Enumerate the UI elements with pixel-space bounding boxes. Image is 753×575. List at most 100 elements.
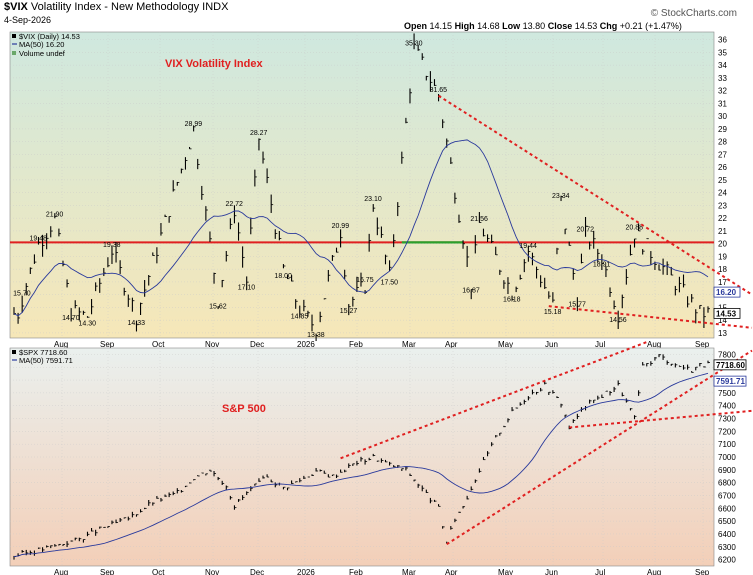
- vix-peak-label: 28.99: [185, 121, 203, 128]
- spx-x-tick-label: Nov: [205, 568, 219, 575]
- vix-y-tick-label: 13: [718, 329, 727, 338]
- high-value: 14.68: [477, 21, 500, 31]
- exchange: INDX: [202, 1, 229, 13]
- spx-x-tick-label: May: [498, 568, 513, 575]
- vix-legend-ma: MA(50) 16.20: [19, 40, 64, 49]
- vix-y-tick-label: 19: [718, 252, 727, 261]
- spx-price-box-label: 7591.71: [716, 377, 745, 386]
- vix-y-tick-label: 21: [718, 227, 727, 236]
- chart-date: 4-Sep-2026: [4, 15, 52, 25]
- vix-legend-volume: Volume undef: [19, 49, 66, 58]
- spx-legend-ma: MA(50) 7591.71: [19, 356, 73, 365]
- vix-peak-label: 35.30: [405, 41, 423, 48]
- spx-trendlines: [340, 340, 753, 546]
- vix-y-tick-label: 33: [718, 74, 727, 83]
- spx-x-axis: Aug Sep Oct Nov Dec 2026 Feb Mar Apr May Jun Jul Aug…: [54, 568, 710, 575]
- vix-peak-label: 13.38: [307, 332, 325, 339]
- vix-peak-label: 18.00: [274, 273, 292, 280]
- spx-x-tick-label: Dec: [250, 568, 264, 575]
- spx-x-tick-label: Jun: [545, 568, 558, 575]
- spx-ma50-line: [13, 372, 709, 558]
- vix-x-tick-label: Dec: [250, 340, 264, 349]
- spx-trendline: [340, 340, 649, 460]
- vix-y-tick-label: 18: [718, 265, 727, 274]
- vix-peak-label: 17.10: [238, 285, 256, 292]
- vix-peak-label: 23.10: [364, 196, 382, 203]
- high-label: High: [454, 21, 475, 31]
- spx-y-tick-label: 6500: [718, 517, 736, 526]
- close-label: Close: [547, 21, 573, 31]
- vix-peak-label: 18.91: [593, 262, 611, 269]
- spx-x-tick-label: Feb: [349, 568, 363, 575]
- vix-y-tick-label: 35: [718, 48, 727, 57]
- vix-peak-label: 16.18: [503, 296, 521, 303]
- vix-peak-label: 19.44: [519, 243, 537, 250]
- attribution: © StockCharts.com: [650, 8, 737, 19]
- ohlc-readout: Open 14.15 High 14.68 Low 13.80 Close 14…: [404, 21, 682, 31]
- spx-grid: [10, 348, 714, 566]
- vix-y-tick-label: 14: [718, 316, 727, 325]
- spx-legend-swatch: [12, 350, 16, 354]
- vix-peak-label: 19.48: [29, 236, 47, 243]
- vix-y-tick-label: 31: [718, 99, 727, 108]
- spx-y-tick-label: 6200: [718, 556, 736, 565]
- spx-trendline: [446, 349, 753, 546]
- vix-peak-label: 15.18: [544, 309, 562, 316]
- vix-peak-label: 28.27: [250, 130, 268, 137]
- close-value: 14.53: [574, 21, 598, 31]
- spx-x-tick-label: Aug: [647, 568, 661, 575]
- vix-y-tick-label: 26: [718, 163, 727, 172]
- vix-peak-label: 21.90: [46, 211, 64, 218]
- vix-peak-label: 15.27: [340, 308, 358, 315]
- low-label: Low: [502, 21, 521, 31]
- vix-peak-label: 31.65: [430, 87, 448, 94]
- vix-panel-background: [9, 31, 715, 339]
- spx-y-tick-label: 6900: [718, 466, 736, 475]
- vix-chart-title: VIX Volatility Index: [165, 58, 263, 70]
- spx-y-axis: 6200 6300 6400 6500 6600 6700 6800 6900 7000 7100…: [718, 350, 736, 564]
- open-label: Open: [404, 21, 428, 31]
- vix-y-tick-label: 24: [718, 189, 727, 198]
- vix-y-tick-label: 20: [718, 240, 727, 249]
- vix-y-tick-label: 34: [718, 61, 727, 70]
- symbol: $VIX: [4, 1, 28, 13]
- spx-y-tick-label: 7100: [718, 440, 736, 449]
- vix-grid: [10, 32, 714, 338]
- spx-x-tick-label: 2026: [297, 568, 315, 575]
- spx-y-tick-label: 7300: [718, 415, 736, 424]
- vix-lower-trendline: [548, 305, 753, 329]
- vix-peak-label: 16.87: [462, 288, 480, 295]
- vix-x-tick-label: Aug: [54, 340, 68, 349]
- spx-y-tick-label: 6700: [718, 491, 736, 500]
- vix-peak-label: 16.75: [356, 277, 374, 284]
- vix-peak-label: 21.56: [470, 216, 488, 223]
- chg-value: +0.21 (+1.47%): [619, 21, 682, 31]
- spx-y-tick-label: 7000: [718, 453, 736, 462]
- spx-x-tick-label: Apr: [445, 568, 458, 575]
- vix-y-tick-label: 32: [718, 87, 727, 96]
- vix-y-tick-label: 27: [718, 150, 727, 159]
- vix-x-tick-label: Mar: [402, 340, 416, 349]
- vix-peak-label: 14.30: [78, 320, 96, 327]
- vix-peak-label: 17.50: [381, 280, 399, 287]
- vix-x-tick-label: Jun: [545, 340, 558, 349]
- vix-x-axis: Aug Sep Oct Nov Dec 2026 Feb Mar Apr May Jun Jul Aug…: [54, 340, 710, 349]
- vix-price-box-label: 16.20: [716, 288, 737, 297]
- spx-y-tick-label: 6300: [718, 543, 736, 552]
- low-value: 13.80: [522, 21, 546, 31]
- chart-header-line-1: $VIX Volatility Index - New Methodology …: [4, 1, 228, 13]
- vix-y-tick-label: 30: [718, 112, 727, 121]
- vix-x-tick-label: Aug: [647, 340, 661, 349]
- vix-x-tick-label: Jul: [595, 340, 605, 349]
- vix-y-tick-label: 28: [718, 138, 727, 147]
- vix-peak-label: 14.56: [609, 317, 627, 324]
- vix-y-tick-label: 22: [718, 214, 727, 223]
- vix-peak-label: 20.88: [626, 224, 644, 231]
- spx-trendline: [569, 409, 753, 429]
- symbol-description: Volatility Index - New Methodology: [30, 1, 200, 13]
- spx-x-tick-label: Sep: [695, 568, 710, 575]
- spx-x-tick-label: Jul: [595, 568, 605, 575]
- vix-price-box-label: 14.53: [716, 309, 737, 318]
